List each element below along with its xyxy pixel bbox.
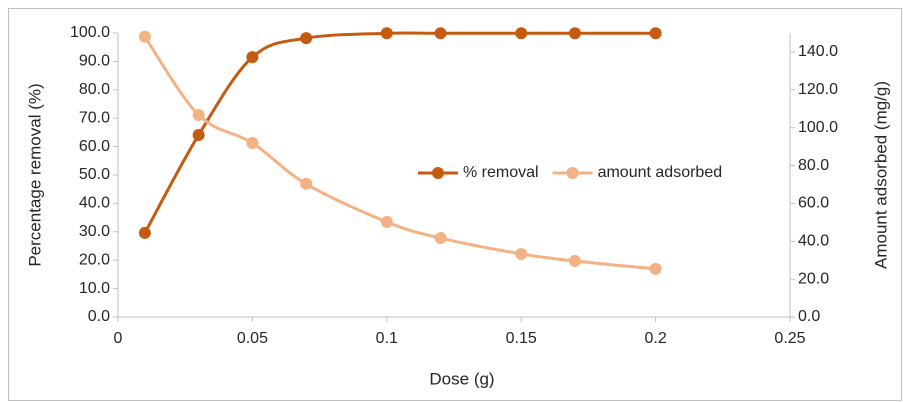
y-tick-label: 80.0	[79, 81, 110, 98]
y2-tick-label: 60.0	[798, 195, 829, 212]
legend-marker	[566, 167, 579, 179]
series-marker	[300, 177, 313, 190]
series-marker	[434, 27, 447, 40]
chart-frame	[8, 8, 902, 401]
x-axis-title: Dose (g)	[429, 369, 494, 388]
series-marker	[649, 27, 662, 40]
series-marker	[380, 27, 393, 40]
y2-tick-label: 80.0	[798, 157, 829, 174]
y-tick-label: 30.0	[79, 223, 110, 240]
series-marker	[515, 247, 528, 260]
y2-tick-label: 20.0	[798, 270, 829, 287]
x-tick-label: 0.25	[774, 330, 805, 347]
y2-tick-label: 0.0	[798, 308, 820, 325]
y2-tick-label: 40.0	[798, 232, 829, 249]
series-marker	[192, 108, 205, 121]
y2-axis-title: Amount adsorbed (mg/g)	[871, 81, 890, 269]
y-tick-label: 100.0	[70, 24, 110, 41]
x-tick-label: 0.15	[506, 330, 537, 347]
x-tick-label: 0.1	[376, 330, 398, 347]
y-tick-label: 50.0	[79, 166, 110, 183]
series-marker	[138, 30, 151, 43]
series-marker	[300, 32, 313, 45]
series-marker	[246, 137, 259, 150]
y-tick-label: 90.0	[79, 53, 110, 70]
legend-label: % removal	[463, 164, 539, 181]
series-marker	[568, 254, 581, 267]
y-tick-label: 60.0	[79, 138, 110, 155]
series-marker	[568, 27, 581, 40]
series-marker	[192, 128, 205, 141]
y2-tick-label: 100.0	[798, 119, 838, 136]
series-marker	[138, 226, 151, 239]
x-tick-label: 0.05	[237, 330, 268, 347]
y-tick-label: 20.0	[79, 251, 110, 268]
y-tick-label: 0.0	[88, 308, 110, 325]
x-tick-label: 0	[114, 330, 123, 347]
series-marker	[515, 27, 528, 40]
series-line	[143, 31, 656, 234]
y-tick-label: 70.0	[79, 109, 110, 126]
y-tick-label: 40.0	[79, 195, 110, 212]
y2-tick-label: 140.0	[798, 43, 838, 60]
series-line	[143, 35, 656, 271]
series-marker	[246, 51, 259, 64]
x-tick-label: 0.2	[644, 330, 666, 347]
y-tick-label: 10.0	[79, 280, 110, 297]
series-marker	[649, 262, 662, 275]
y-axis-title: Percentage removal (%)	[25, 83, 44, 266]
series-marker	[434, 232, 447, 245]
y2-tick-label: 120.0	[798, 81, 838, 98]
legend-marker	[432, 167, 444, 179]
legend-label: amount adsorbed	[598, 164, 723, 181]
series-marker	[380, 215, 393, 228]
